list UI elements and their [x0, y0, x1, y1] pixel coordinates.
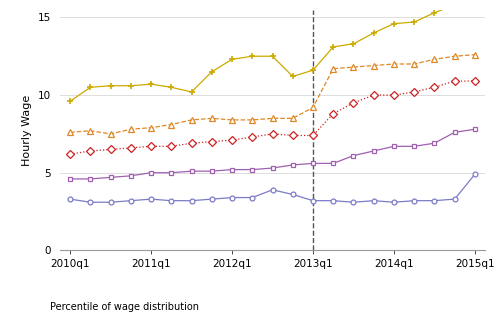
Y-axis label: Hourly Wage: Hourly Wage [22, 94, 32, 166]
Text: Percentile of wage distribution: Percentile of wage distribution [50, 301, 199, 312]
